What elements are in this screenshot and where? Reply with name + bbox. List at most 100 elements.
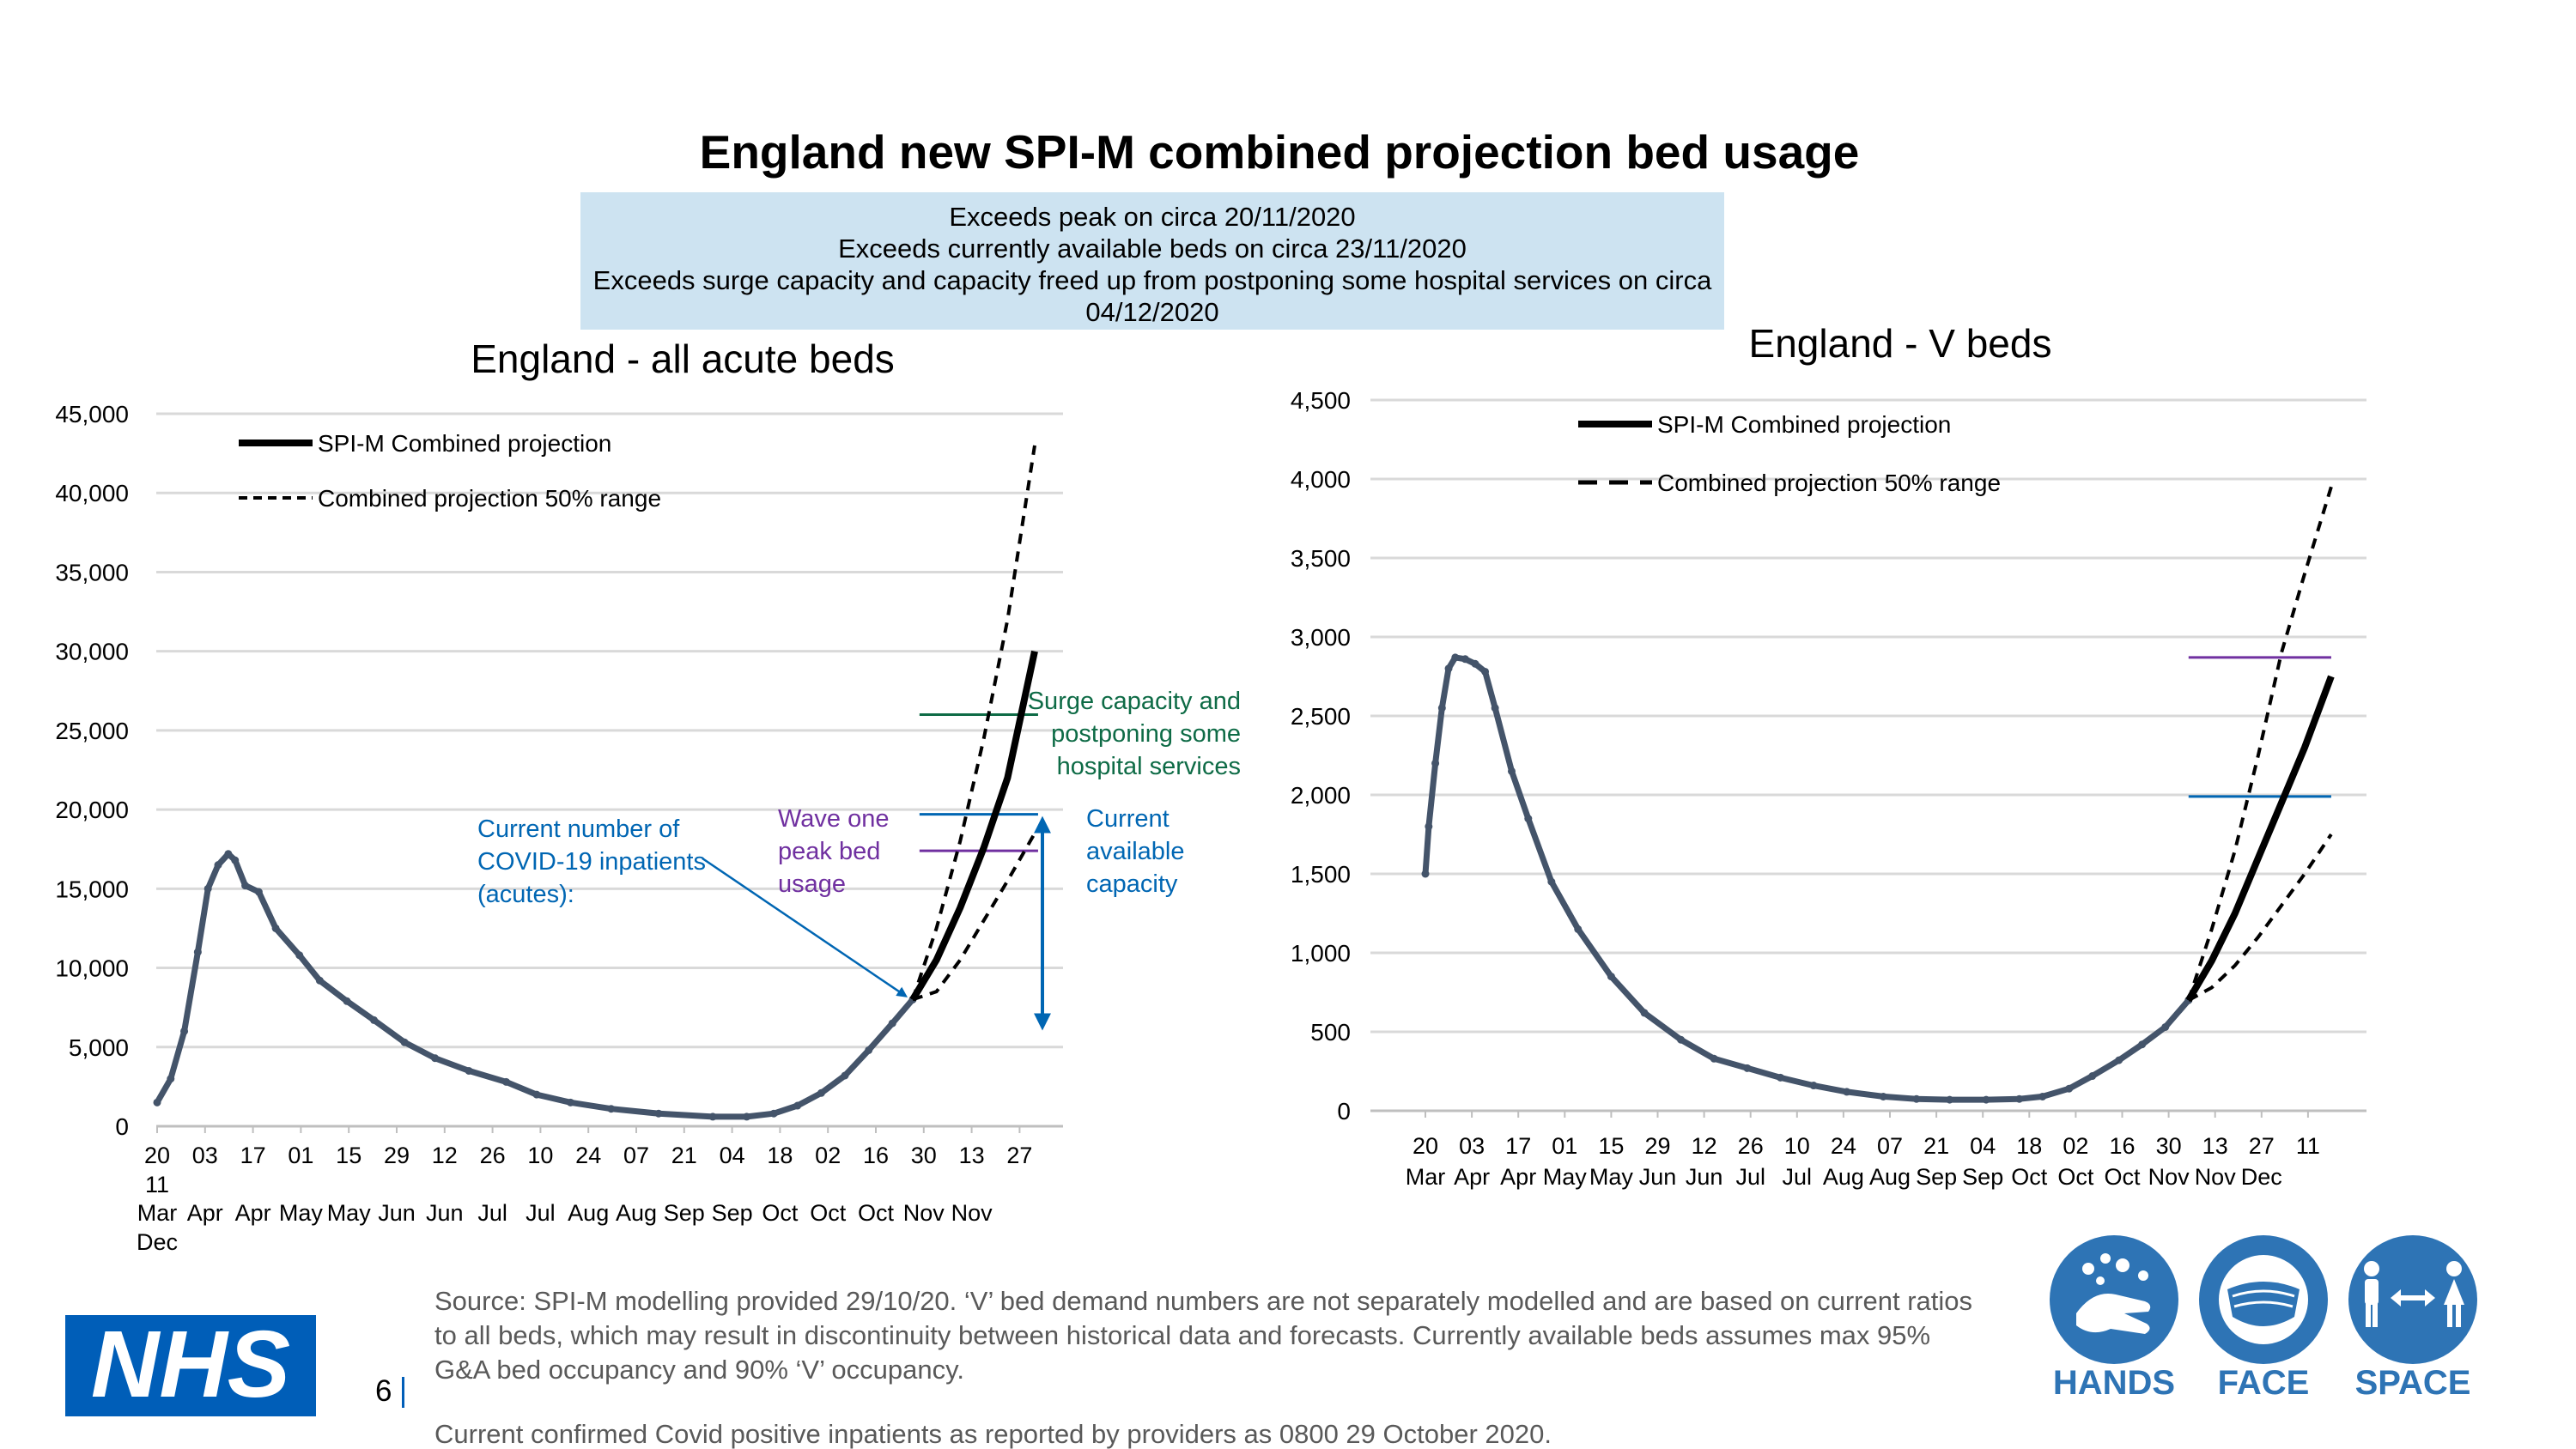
x-tick-month-label: Oct: [762, 1200, 799, 1226]
chart-v-beds: England - V beds 0 500 1,000 1,500 2,000 2,500…: [1291, 321, 2366, 1190]
x-tick-label: 20: [144, 1143, 170, 1168]
source-line-1: Source: SPI-M modelling provided 29/10/2…: [434, 1286, 1973, 1316]
observed-point: [1491, 704, 1499, 712]
observed-point: [1982, 1095, 1990, 1104]
x-tick-label: 24: [1831, 1133, 1856, 1159]
x-tick-month-label: Mar: [137, 1200, 178, 1226]
summary-line-2: Exceeds currently available beds on circ…: [838, 233, 1467, 264]
y-tick-label: 40,000: [55, 480, 129, 506]
observed-point: [769, 1109, 778, 1118]
y-tick-label: 5,000: [69, 1034, 129, 1061]
series-line-3: [912, 832, 1036, 1002]
x-tick-month-label: May: [279, 1200, 324, 1226]
y-tick-label: 30,000: [55, 639, 129, 665]
x-tick-month-label: May: [1589, 1164, 1634, 1190]
annotation-current-inpatients: Current number of: [477, 815, 680, 843]
campaign-label-space: SPACE: [2355, 1364, 2471, 1402]
annotation-surge-capacity: hospital services: [1057, 753, 1241, 780]
y-tick-label: 4,000: [1291, 466, 1351, 493]
annotation-current-inpatients: COVID-19 inpatients: [477, 848, 706, 876]
observed-point: [1743, 1064, 1752, 1072]
y-tick-label: 1,000: [1291, 940, 1351, 967]
nhs-logo-background: [65, 1315, 316, 1416]
observed-point: [501, 1077, 510, 1086]
annotation-wave-one-peak: Wave one: [778, 805, 890, 833]
x-tick-month-label: Jul: [1783, 1164, 1813, 1190]
face-mask-glyph: [2219, 1255, 2308, 1344]
y-tick-label: 4,500: [1291, 387, 1351, 414]
inpatients-note: Current confirmed Covid positive inpatie…: [434, 1419, 1552, 1449]
x-tick-label: 24: [575, 1143, 601, 1168]
x-tick-month-label: Sep: [712, 1200, 753, 1226]
x-tick-label: 02: [2063, 1133, 2088, 1159]
observed-point: [2088, 1072, 2097, 1081]
x-tick-month-label: Oct: [2011, 1164, 2048, 1190]
hands-icon-glyph: [2076, 1253, 2151, 1334]
observed-point: [2015, 1094, 2024, 1103]
x-tick-label: 20: [1413, 1133, 1438, 1159]
summary-box: [580, 192, 1724, 330]
x-tick-label: 11: [145, 1172, 169, 1197]
x-tick-label: 21: [1923, 1133, 1949, 1159]
x-tick-month-label: Jun: [1686, 1164, 1723, 1190]
x-tick-month-label: Sep: [1962, 1164, 2003, 1190]
observed-point: [1507, 767, 1516, 775]
y-tick-label: 25,000: [55, 718, 129, 744]
current-inpatients-pointer: [702, 857, 908, 997]
observed-point: [2038, 1092, 2047, 1100]
x-tick-label: 16: [2109, 1133, 2135, 1159]
x-tick-label: 27: [2249, 1133, 2275, 1159]
observed-point: [1640, 1009, 1649, 1017]
chart-title: England - all acute beds: [471, 336, 895, 381]
observed-point: [654, 1109, 663, 1118]
x-tick-label: 12: [1692, 1133, 1717, 1159]
observed-point: [888, 1019, 896, 1028]
observed-point: [708, 1113, 717, 1121]
nhs-logo-text: NHS: [91, 1312, 290, 1417]
observed-point: [241, 882, 250, 890]
x-tick-month-label: Jun: [378, 1200, 416, 1226]
y-tick-label: 3,000: [1291, 624, 1351, 651]
observed-point: [224, 850, 233, 858]
x-tick-month-label: Nov: [2195, 1164, 2237, 1190]
observed-point: [1607, 973, 1615, 981]
observed-point: [193, 948, 202, 956]
observed-point: [743, 1113, 751, 1121]
x-tick-month-label: May: [327, 1200, 372, 1226]
y-tick-label: 0: [1337, 1098, 1351, 1125]
annotation-surge-capacity: Surge capacity and: [1028, 688, 1241, 715]
observed-point: [295, 951, 304, 960]
x-tick-label: 13: [2202, 1133, 2228, 1159]
observed-point: [1444, 664, 1453, 673]
observed-point: [1710, 1054, 1718, 1063]
annotation-available-capacity: available: [1086, 838, 1184, 865]
observed-point: [607, 1105, 616, 1113]
observed-point: [566, 1098, 574, 1106]
observed-point: [180, 1027, 189, 1035]
observed-point: [1809, 1082, 1818, 1090]
x-tick-month-label: Jul: [477, 1200, 507, 1226]
series-line-3: [2187, 833, 2333, 1002]
observed-point: [793, 1101, 802, 1110]
campaign-label-face: FACE: [2218, 1364, 2310, 1402]
y-tick-label: 0: [115, 1113, 129, 1140]
x-tick-label: 01: [1552, 1133, 1577, 1159]
observed-point: [1912, 1094, 1921, 1103]
y-tick-label: 2,500: [1291, 703, 1351, 730]
y-tick-label: 10,000: [55, 955, 129, 982]
x-tick-label: 01: [288, 1143, 313, 1168]
x-tick-month-label: Apr: [187, 1200, 223, 1226]
space-icon-glyph: [2364, 1261, 2464, 1327]
x-tick-label: 10: [527, 1143, 553, 1168]
observed-point: [1431, 759, 1440, 767]
x-tick-label: 18: [2016, 1133, 2042, 1159]
x-tick-label: 11: [2296, 1133, 2320, 1159]
series-line-2: [2186, 486, 2333, 1001]
x-tick-label: 12: [432, 1143, 458, 1168]
x-tick-label: 17: [240, 1143, 266, 1168]
observed-point: [1421, 870, 1430, 878]
source-line-3: G&A bed occupancy and 90% ‘V’ occupancy.: [434, 1355, 964, 1385]
observed-point: [1677, 1035, 1686, 1044]
observed-point: [370, 1016, 379, 1024]
x-tick-label: 03: [192, 1143, 218, 1168]
